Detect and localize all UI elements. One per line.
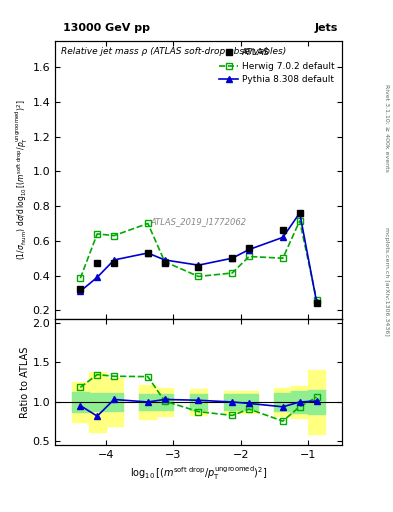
Pythia 8.308 default bbox=[247, 246, 252, 252]
ATLAS bbox=[196, 264, 201, 270]
Line: ATLAS: ATLAS bbox=[77, 209, 320, 306]
Herwig 7.0.2 default bbox=[78, 275, 83, 281]
Herwig 7.0.2 default bbox=[298, 218, 302, 224]
Legend: ATLAS, Herwig 7.0.2 default, Pythia 8.308 default: ATLAS, Herwig 7.0.2 default, Pythia 8.30… bbox=[217, 46, 338, 87]
Y-axis label: Ratio to ATLAS: Ratio to ATLAS bbox=[20, 347, 29, 418]
Pythia 8.308 default bbox=[95, 274, 99, 281]
Pythia 8.308 default bbox=[314, 299, 319, 305]
Pythia 8.308 default bbox=[145, 250, 150, 256]
Text: 13000 GeV pp: 13000 GeV pp bbox=[63, 23, 150, 33]
Text: Relative jet mass ρ (ATLAS soft-drop observables): Relative jet mass ρ (ATLAS soft-drop obs… bbox=[61, 47, 286, 55]
ATLAS bbox=[162, 260, 167, 266]
Text: ATLAS_2019_I1772062: ATLAS_2019_I1772062 bbox=[151, 217, 246, 226]
Pythia 8.308 default bbox=[196, 262, 201, 268]
ATLAS bbox=[247, 245, 252, 251]
Text: mcplots.cern.ch [arXiv:1306.3436]: mcplots.cern.ch [arXiv:1306.3436] bbox=[384, 227, 389, 336]
Herwig 7.0.2 default bbox=[145, 220, 150, 226]
Herwig 7.0.2 default bbox=[112, 232, 116, 239]
ATLAS bbox=[145, 250, 150, 256]
Pythia 8.308 default bbox=[298, 210, 302, 216]
Herwig 7.0.2 default bbox=[95, 231, 99, 237]
Text: Jets: Jets bbox=[315, 23, 338, 33]
Pythia 8.308 default bbox=[78, 288, 83, 294]
Line: Pythia 8.308 default: Pythia 8.308 default bbox=[77, 209, 320, 306]
Herwig 7.0.2 default bbox=[162, 259, 167, 265]
ATLAS bbox=[78, 286, 83, 292]
Herwig 7.0.2 default bbox=[281, 255, 285, 261]
ATLAS bbox=[112, 260, 116, 266]
ATLAS bbox=[281, 227, 285, 233]
X-axis label: $\log_{10}[(m^\mathrm{soft\ drop}/p_\mathrm{T}^\mathrm{ungroomed})^2]$: $\log_{10}[(m^\mathrm{soft\ drop}/p_\mat… bbox=[130, 464, 267, 482]
Text: Rivet 3.1.10; ≥ 400k events: Rivet 3.1.10; ≥ 400k events bbox=[384, 84, 389, 172]
Herwig 7.0.2 default bbox=[247, 253, 252, 260]
ATLAS bbox=[95, 260, 99, 266]
Line: Herwig 7.0.2 default: Herwig 7.0.2 default bbox=[77, 218, 320, 304]
Pythia 8.308 default bbox=[112, 257, 116, 263]
Pythia 8.308 default bbox=[281, 234, 285, 241]
ATLAS bbox=[230, 255, 235, 261]
Herwig 7.0.2 default bbox=[196, 273, 201, 280]
Pythia 8.308 default bbox=[230, 255, 235, 261]
Y-axis label: $(1/\sigma_\mathrm{fsum})\ \mathrm{d}\sigma/\mathrm{d}\,\log_{10}[(m^\mathrm{sof: $(1/\sigma_\mathrm{fsum})\ \mathrm{d}\si… bbox=[13, 100, 29, 260]
Herwig 7.0.2 default bbox=[230, 270, 235, 276]
Herwig 7.0.2 default bbox=[314, 297, 319, 303]
ATLAS bbox=[298, 210, 302, 216]
ATLAS bbox=[314, 300, 319, 306]
Pythia 8.308 default bbox=[162, 257, 167, 263]
